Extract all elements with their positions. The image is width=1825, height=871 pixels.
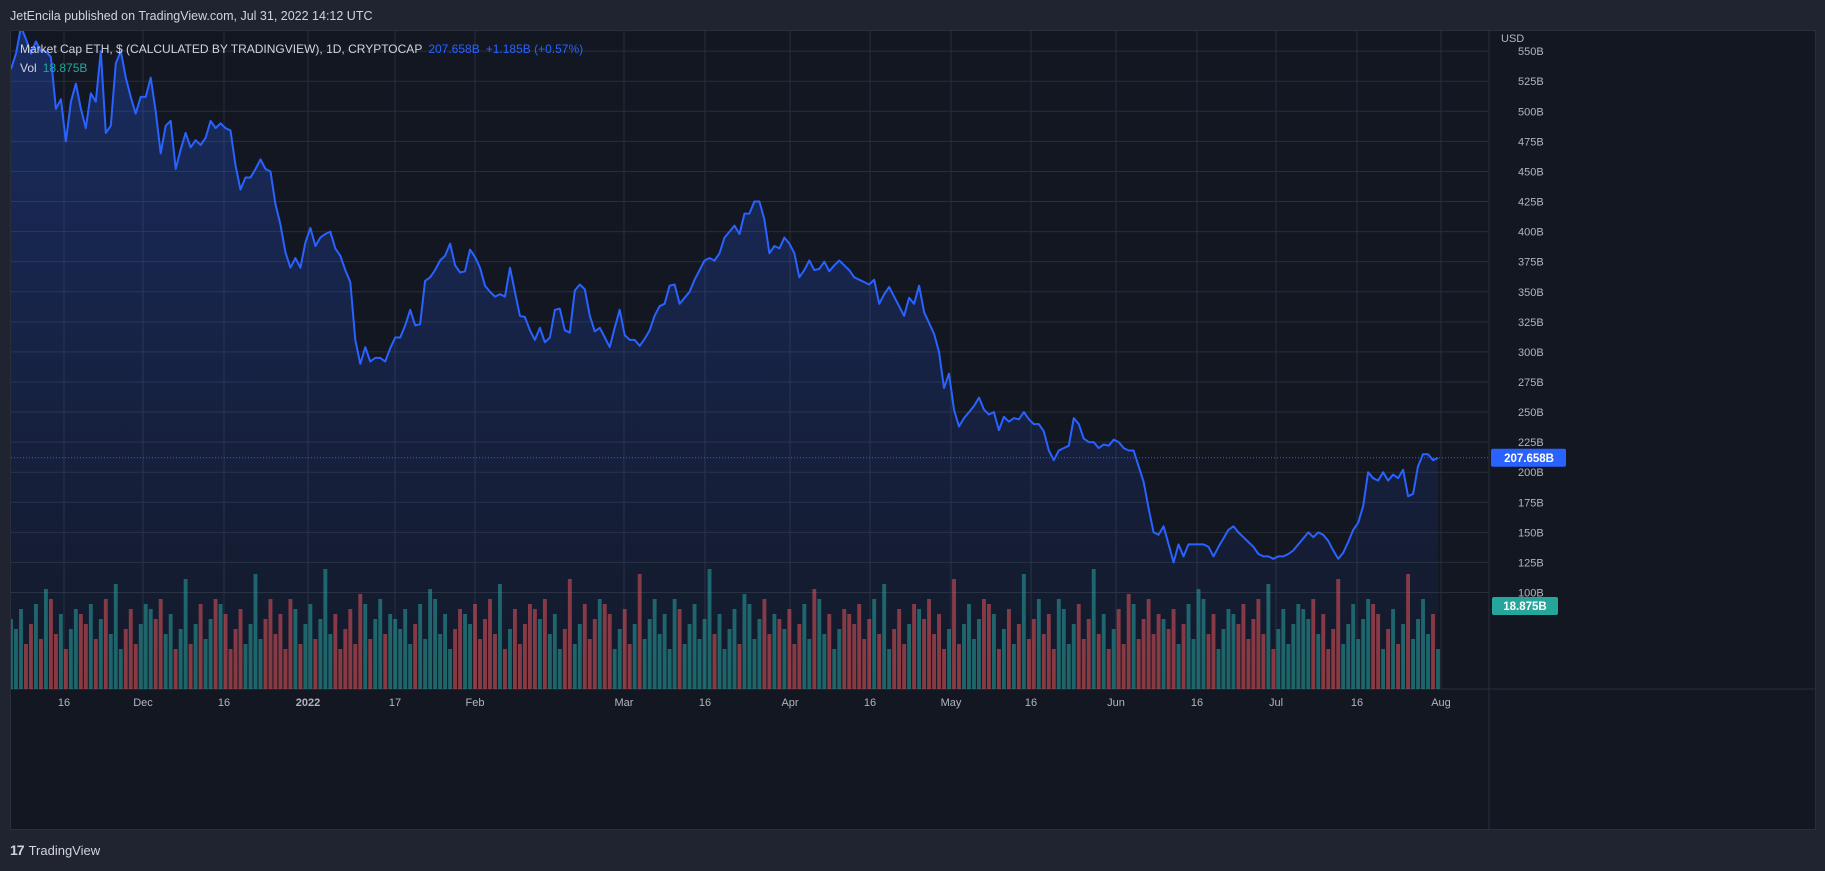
y-tick-label: 100B [1518, 588, 1544, 600]
x-tick-label: Mar [615, 697, 634, 709]
y-tick-label: 275B [1518, 377, 1544, 389]
x-tick-label: 16 [58, 697, 70, 709]
x-tick-label: 16 [864, 697, 876, 709]
y-tick-label: 425B [1518, 197, 1544, 209]
y-tick-label: 350B [1518, 287, 1544, 299]
volume-value: 18.875B [42, 61, 88, 75]
x-tick-label: 16 [699, 697, 711, 709]
x-tick-label: 17 [389, 697, 401, 709]
last-price-badge [1491, 448, 1566, 467]
x-tick-label: Apr [781, 697, 798, 709]
y-tick-label: 200B [1518, 467, 1544, 479]
footer: 17 TradingView [10, 842, 100, 858]
volume-label[interactable]: Vol [20, 61, 37, 75]
chart-svg[interactable]: 600B575B550B525B500B475B450B425B400B375B… [11, 31, 1816, 830]
y-tick-label: 250B [1518, 407, 1544, 419]
y-tick-label: 550B [1518, 46, 1544, 58]
x-tick-label: Jul [1269, 697, 1283, 709]
x-tick-label: Feb [466, 697, 485, 709]
y-tick-label: 175B [1518, 497, 1544, 509]
tradingview-logo-icon[interactable]: 17 [10, 842, 25, 858]
x-tick-label: Jun [1107, 697, 1125, 709]
price-line [11, 31, 1439, 564]
y-tick-label: 375B [1518, 257, 1544, 269]
y-tick-label: 450B [1518, 166, 1544, 178]
y-tick-label: 525B [1518, 76, 1544, 88]
last-price-label: 207.658B [1504, 453, 1554, 465]
x-tick-label: Dec [133, 697, 153, 709]
symbol-title[interactable]: Market Cap ETH, $ (CALCULATED BY TRADING… [20, 42, 423, 56]
y-tick-label: 225B [1518, 437, 1544, 449]
y-tick-label: 150B [1518, 527, 1544, 539]
last-value: 207.658B [428, 42, 480, 56]
y-tick-label: 400B [1518, 227, 1544, 239]
price-change: +1.185B (+0.57%) [485, 42, 584, 56]
price-area [11, 31, 1438, 689]
tradingview-brand[interactable]: TradingView [28, 842, 101, 858]
x-tick-label: May [941, 697, 962, 709]
x-tick-label: Aug [1431, 697, 1451, 709]
x-tick-label: 2022 [296, 697, 320, 709]
y-tick-label: 500B [1518, 106, 1544, 118]
volume-badge [1492, 597, 1558, 615]
x-tick-label: 16 [218, 697, 230, 709]
y-tick-label: 300B [1518, 347, 1544, 359]
x-tick-label: 16 [1191, 697, 1203, 709]
publisher-line: JetEncila published on TradingView.com, … [10, 9, 373, 23]
volume-badge-label: 18.875B [1503, 601, 1546, 613]
x-tick-label: 16 [1351, 697, 1363, 709]
x-tick-label: 16 [1025, 697, 1037, 709]
y-tick-label: 325B [1518, 317, 1544, 329]
legend: Market Cap ETH, $ (CALCULATED BY TRADING… [20, 40, 583, 78]
chart-panel[interactable]: 600B575B550B525B500B475B450B425B400B375B… [10, 30, 1816, 830]
y-tick-label: 475B [1518, 136, 1544, 148]
y-tick-label: 125B [1518, 557, 1544, 569]
top-bar: JetEncila published on TradingView.com, … [0, 0, 1825, 30]
currency-label: USD [1501, 33, 1524, 45]
